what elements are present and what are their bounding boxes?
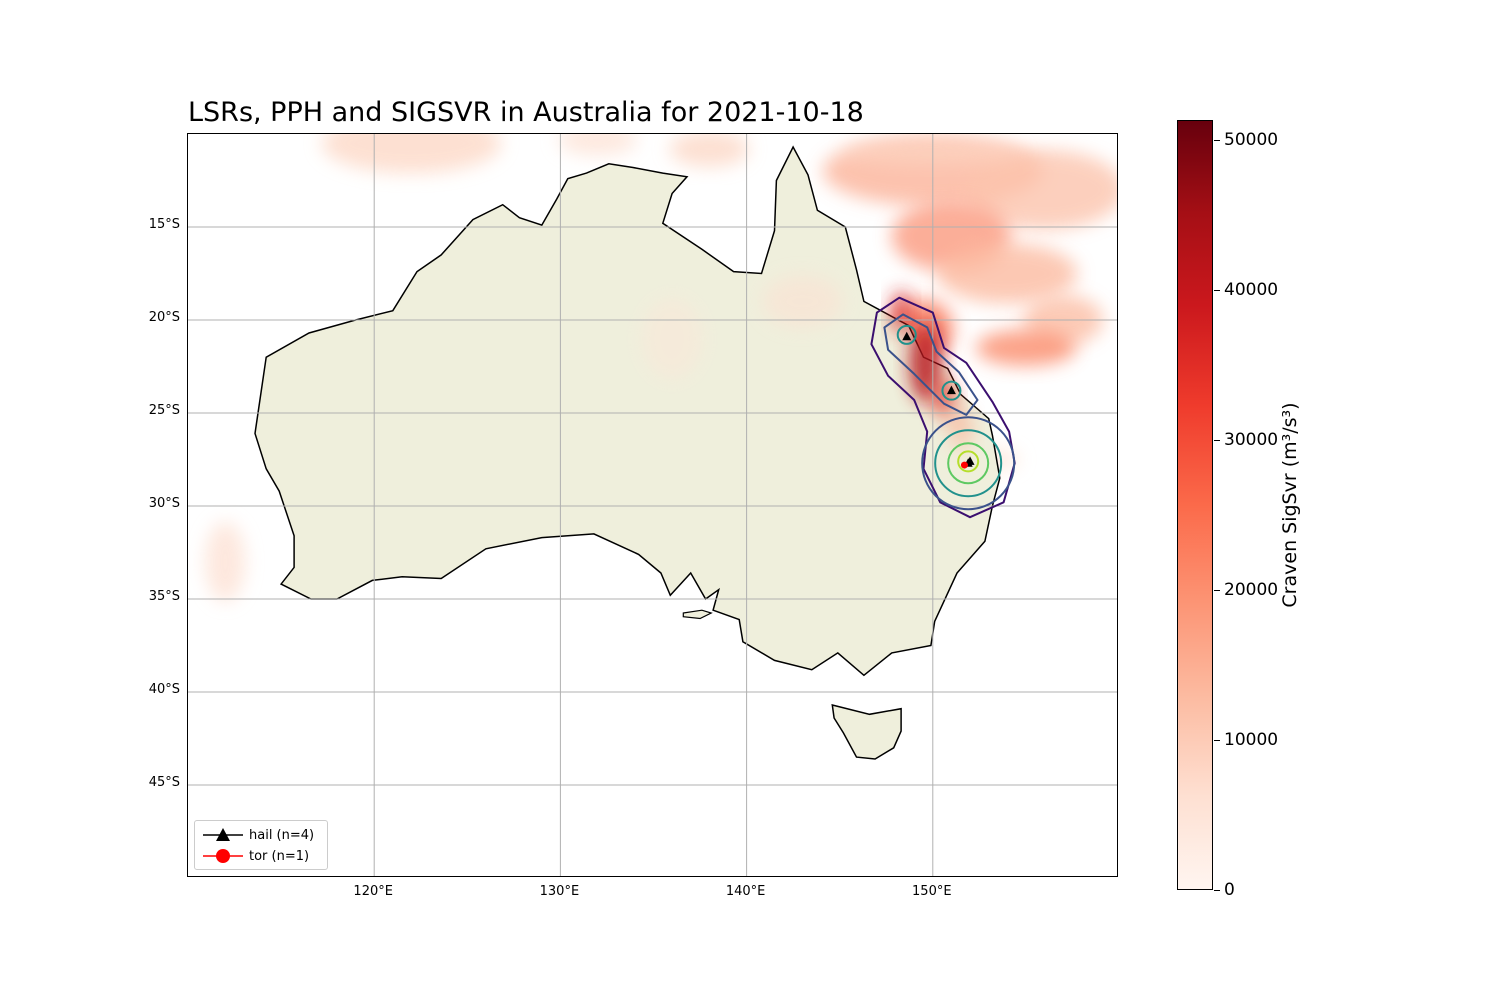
colorbar-tick xyxy=(1214,439,1220,441)
legend-label-hail: hail (n=4) xyxy=(249,827,315,843)
tornado-marker-icon xyxy=(203,849,243,863)
colorbar-tick xyxy=(1214,890,1220,891)
colorbar-tick-label: 30000 xyxy=(1224,429,1279,450)
legend-label-tor: tor (n=1) xyxy=(249,848,310,864)
colorbar-tick-label: 10000 xyxy=(1224,729,1279,750)
colorbar-tick-label: 50000 xyxy=(1224,129,1279,150)
lat-tick-label: 25°S xyxy=(148,403,180,418)
pph-contour xyxy=(870,296,1016,519)
hail-marker-icon xyxy=(203,828,243,841)
legend: hail (n=4) tor (n=1) xyxy=(194,820,328,870)
kangaroo-island xyxy=(682,609,713,620)
pph-contour xyxy=(941,380,962,401)
lon-tick-label: 120°E xyxy=(353,884,393,899)
lat-tick-label: 40°S xyxy=(148,682,180,697)
pph-contour xyxy=(957,450,980,473)
lat-tick-label: 45°S xyxy=(148,775,180,790)
lat-tick-label: 35°S xyxy=(148,589,180,604)
legend-item-tor: tor (n=1) xyxy=(203,846,309,866)
pph-contours xyxy=(870,296,1016,519)
lsr-reports xyxy=(902,331,975,469)
lon-tick-label: 130°E xyxy=(539,884,580,899)
tasmania xyxy=(831,704,902,760)
lon-tick-label: 150°E xyxy=(912,884,952,899)
map-title: LSRs, PPH and SIGSVR in Australia for 20… xyxy=(188,97,864,128)
lat-tick-label: 15°S xyxy=(148,217,180,232)
australia-mainland xyxy=(254,145,1001,677)
colorbar-tick xyxy=(1214,739,1220,741)
colorbar-tick xyxy=(1214,589,1220,591)
colorbar-tick xyxy=(1214,289,1220,291)
lat-tick-label: 30°S xyxy=(148,496,180,511)
sigsvr-field-over-land xyxy=(642,275,973,448)
colorbar-tick-label: 0 xyxy=(1224,880,1235,900)
land-layer xyxy=(254,145,1001,760)
pph-contour xyxy=(896,324,917,345)
colorbar-label: Craven SigSvr (m³/s³) xyxy=(1279,402,1301,608)
colorbar-tick-label: 40000 xyxy=(1224,279,1279,300)
map-canvas xyxy=(188,134,1117,876)
pph-contour xyxy=(934,429,1003,498)
colorbar xyxy=(1177,120,1213,890)
lat-tick-label: 20°S xyxy=(148,310,180,325)
graticule xyxy=(188,134,1117,876)
pph-contour xyxy=(921,416,1016,511)
hail-report-marker xyxy=(902,331,912,341)
lon-tick-label: 140°E xyxy=(725,884,766,899)
pph-contour xyxy=(947,442,990,485)
legend-item-hail: hail (n=4) xyxy=(203,825,314,845)
map-panel xyxy=(187,133,1118,877)
colorbar-tick xyxy=(1214,139,1220,141)
pph-contour xyxy=(883,313,979,416)
colorbar-tick-label: 20000 xyxy=(1224,579,1279,600)
hail-report-marker xyxy=(946,385,956,395)
tornado-report-marker xyxy=(960,461,968,469)
